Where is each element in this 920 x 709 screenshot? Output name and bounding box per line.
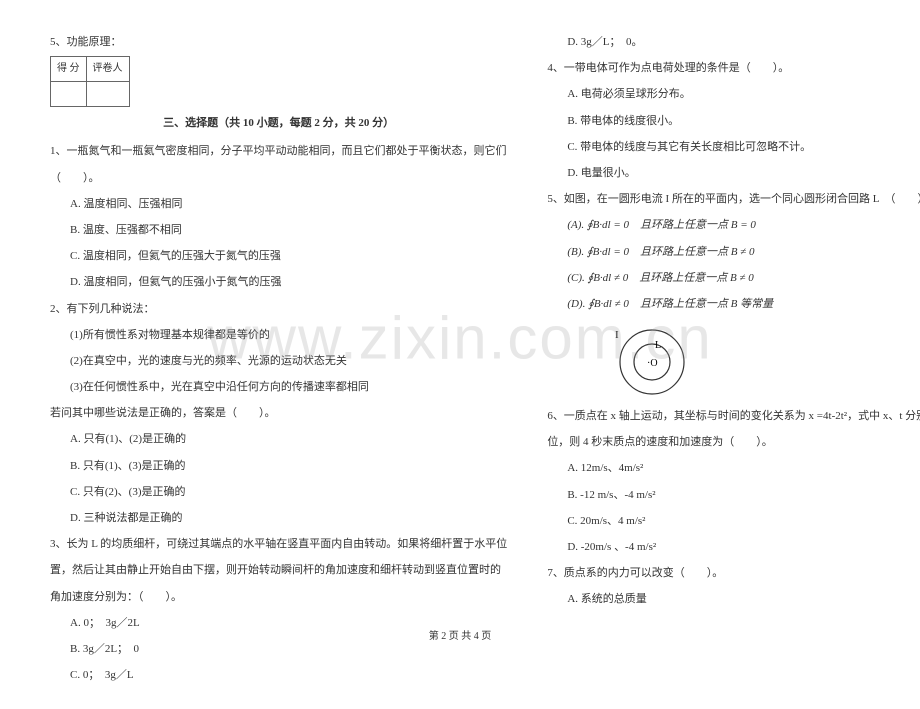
q5-opt-b: (B). ∮B·dl = 0 且环路上任意一点 B ≠ 0	[547, 240, 920, 264]
score-cell-blank1	[51, 82, 87, 107]
q3-stem-3: 角加速度分别为：（ ）。	[50, 585, 507, 609]
q4-opt-a: A. 电荷必须呈球形分布。	[547, 82, 920, 106]
q5-header: 5、功能原理：	[50, 30, 507, 54]
q2-s1: (1)所有惯性系对物理基本规律都是等价的	[50, 323, 507, 347]
q4-opt-b: B. 带电体的线度很小。	[547, 109, 920, 133]
q6-opt-a: A. 12m/s、4m/s²	[547, 456, 920, 480]
score-cell-blank2	[86, 82, 129, 107]
q4-opt-c: C. 带电体的线度与其它有关长度相比可忽略不计。	[547, 135, 920, 159]
page-footer: 第 2 页 共 4 页	[0, 627, 920, 642]
q2-stem: 2、有下列几种说法：	[50, 297, 507, 321]
q5-opt-d: (D). ∮B·dl ≠ 0 且环路上任意一点 B 等常量	[547, 292, 920, 316]
section-3-title: 三、选择题（共 10 小题，每题 2 分，共 20 分）	[50, 111, 507, 135]
q2-s2: (2)在真空中，光的速度与光的频率、光源的运动状态无关	[50, 349, 507, 373]
q1-opt-d: D. 温度相同，但氦气的压强小于氮气的压强	[50, 270, 507, 294]
circle-diagram: I L ·O	[607, 320, 697, 400]
q2-s3: (3)在任何惯性系中，光在真空中沿任何方向的传播速率都相同	[50, 375, 507, 399]
q7-opt-a: A. 系统的总质量	[547, 587, 920, 611]
q2-opt-d: D. 三种说法都是正确的	[50, 506, 507, 530]
q5-stem: 5、如图，在一圆形电流 I 所在的平面内，选一个同心圆形闭合回路 L （ ）。	[547, 187, 920, 211]
center-label: ·O	[647, 358, 658, 369]
q2-ask: 若问其中哪些说法是正确的，答案是（ ）。	[50, 401, 507, 425]
q6-opt-c: C. 20m/s、4 m/s²	[547, 509, 920, 533]
q1-opt-a: A. 温度相同、压强相同	[50, 192, 507, 216]
q3-opt-d: D. 3g／L； 0。	[547, 30, 920, 54]
left-column: 5、功能原理： 得 分 评卷人 三、选择题（共 10 小题，每题 2 分，共 2…	[50, 30, 507, 689]
q6-stem-1: 6、一质点在 x 轴上运动，其坐标与时间的变化关系为 x =4t-2t²，式中 …	[547, 404, 920, 428]
q5-opt-c: (C). ∮B·dl ≠ 0 且环路上任意一点 B ≠ 0	[547, 266, 920, 290]
q1-stem-2: （ ）。	[50, 166, 507, 190]
q4-opt-d: D. 电量很小。	[547, 161, 920, 185]
q5-opt-a: (A). ∮B·dl = 0 且环路上任意一点 B = 0	[547, 213, 920, 237]
q3-opt-c: C. 0； 3g／L	[50, 663, 507, 687]
q4-stem: 4、一带电体可作为点电荷处理的条件是（ ）。	[547, 56, 920, 80]
q6-stem-2: 位，则 4 秒末质点的速度和加速度为（ ）。	[547, 430, 920, 454]
score-cell-1: 得 分	[51, 57, 87, 82]
right-column: D. 3g／L； 0。 4、一带电体可作为点电荷处理的条件是（ ）。 A. 电荷…	[547, 30, 920, 689]
score-cell-2: 评卷人	[86, 57, 129, 82]
q7-stem: 7、质点系的内力可以改变（ ）。	[547, 561, 920, 585]
q1-opt-b: B. 温度、压强都不相同	[50, 218, 507, 242]
q3-stem-2: 置，然后让其由静止开始自由下摆，则开始转动瞬间杆的角加速度和细杆转动到竖直位置时…	[50, 558, 507, 582]
q1-opt-c: C. 温度相同，但氦气的压强大于氮气的压强	[50, 244, 507, 268]
q2-opt-a: A. 只有(1)、(2)是正确的	[50, 427, 507, 451]
q2-opt-b: B. 只有(1)、(3)是正确的	[50, 454, 507, 478]
score-row: 得 分 评卷人	[50, 56, 507, 107]
score-table: 得 分 评卷人	[50, 56, 130, 107]
q1-stem-1: 1、一瓶氮气和一瓶氦气密度相同，分子平均平动动能相同，而且它们都处于平衡状态，则…	[50, 139, 507, 163]
q6-opt-b: B. -12 m/s、-4 m/s²	[547, 483, 920, 507]
q3-stem-1: 3、长为 L 的均质细杆，可绕过其端点的水平轴在竖直平面内自由转动。如果将细杆置…	[50, 532, 507, 556]
page-container: 5、功能原理： 得 分 评卷人 三、选择题（共 10 小题，每题 2 分，共 2…	[0, 0, 920, 709]
q2-opt-c: C. 只有(2)、(3)是正确的	[50, 480, 507, 504]
q6-opt-d: D. -20m/s 、-4 m/s²	[547, 535, 920, 559]
outer-label: I	[615, 329, 619, 341]
inner-label: L	[655, 340, 661, 351]
